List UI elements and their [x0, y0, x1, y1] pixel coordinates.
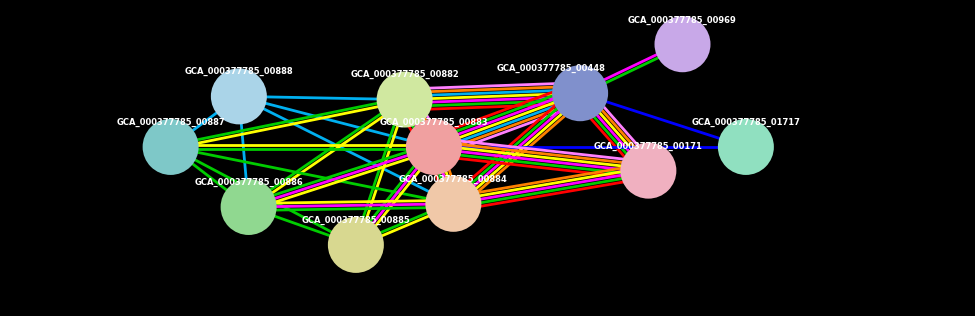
Circle shape [425, 176, 482, 232]
Circle shape [620, 143, 677, 199]
Circle shape [406, 119, 462, 175]
Circle shape [328, 217, 384, 273]
Text: GCA_000377785_00969: GCA_000377785_00969 [628, 15, 737, 25]
Text: GCA_000377785_00171: GCA_000377785_00171 [594, 142, 703, 151]
Circle shape [718, 119, 774, 175]
Text: GCA_000377785_00882: GCA_000377785_00882 [350, 70, 459, 79]
Circle shape [552, 65, 608, 121]
Text: GCA_000377785_00448: GCA_000377785_00448 [496, 64, 605, 73]
Text: GCA_000377785_00886: GCA_000377785_00886 [194, 178, 303, 187]
Circle shape [220, 179, 277, 235]
Text: GCA_000377785_00887: GCA_000377785_00887 [116, 118, 225, 127]
Text: GCA_000377785_01717: GCA_000377785_01717 [691, 118, 800, 127]
Text: GCA_000377785_00885: GCA_000377785_00885 [301, 216, 410, 225]
Text: GCA_000377785_00884: GCA_000377785_00884 [399, 175, 508, 184]
Text: GCA_000377785_00888: GCA_000377785_00888 [184, 67, 293, 76]
Text: GCA_000377785_00883: GCA_000377785_00883 [379, 118, 488, 127]
Circle shape [211, 68, 267, 125]
Circle shape [376, 71, 433, 128]
Circle shape [142, 119, 199, 175]
Circle shape [654, 16, 711, 72]
